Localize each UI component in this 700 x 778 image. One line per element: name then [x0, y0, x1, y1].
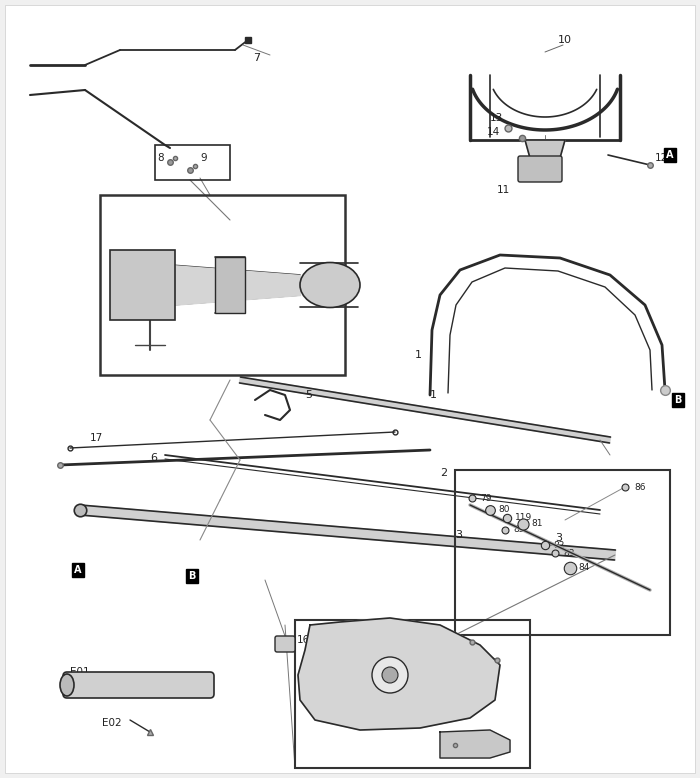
Text: 82: 82: [553, 541, 564, 549]
Text: 17: 17: [90, 433, 104, 443]
FancyBboxPatch shape: [518, 156, 562, 182]
Text: 80: 80: [498, 506, 510, 514]
Text: B: B: [674, 395, 682, 405]
Text: 3: 3: [455, 530, 462, 540]
Text: 81: 81: [531, 520, 542, 528]
Text: 85: 85: [513, 525, 524, 534]
Polygon shape: [80, 505, 615, 560]
Text: 83: 83: [563, 548, 575, 558]
Bar: [100, 195, 345, 375]
Ellipse shape: [300, 262, 360, 307]
Text: 5: 5: [305, 390, 312, 400]
Bar: [155, 145, 230, 180]
Text: 16: 16: [297, 635, 310, 645]
FancyBboxPatch shape: [110, 250, 175, 320]
Circle shape: [382, 667, 398, 683]
Bar: [455, 470, 670, 635]
Text: 14: 14: [487, 127, 500, 137]
Text: 11: 11: [497, 185, 510, 195]
Polygon shape: [440, 730, 510, 758]
Text: 119: 119: [515, 513, 532, 523]
Text: 1: 1: [430, 390, 437, 400]
Text: 1: 1: [415, 350, 422, 360]
FancyBboxPatch shape: [63, 672, 214, 698]
Bar: [215, 257, 245, 313]
Text: B: B: [188, 571, 196, 581]
FancyBboxPatch shape: [275, 636, 295, 652]
Text: 8: 8: [157, 153, 164, 163]
Text: 12: 12: [655, 153, 668, 163]
Circle shape: [372, 657, 408, 693]
Text: E01: E01: [70, 667, 90, 677]
Text: 2: 2: [440, 468, 447, 478]
Text: 10: 10: [558, 35, 572, 45]
Text: 84: 84: [578, 563, 589, 573]
Ellipse shape: [60, 674, 74, 696]
Text: 9: 9: [200, 153, 206, 163]
Text: 13: 13: [490, 113, 503, 123]
Text: 86: 86: [634, 482, 645, 492]
Polygon shape: [298, 618, 500, 730]
Text: 6: 6: [150, 453, 157, 463]
Polygon shape: [239, 377, 610, 443]
Text: 3: 3: [555, 533, 562, 543]
Text: A: A: [74, 565, 82, 575]
Text: E02: E02: [102, 718, 122, 728]
Bar: [295, 620, 530, 768]
Text: 79: 79: [480, 493, 491, 503]
Text: A: A: [666, 150, 673, 160]
Polygon shape: [525, 140, 565, 158]
Text: 15: 15: [320, 635, 334, 645]
Text: 4: 4: [350, 275, 357, 285]
Text: 7: 7: [253, 53, 260, 63]
